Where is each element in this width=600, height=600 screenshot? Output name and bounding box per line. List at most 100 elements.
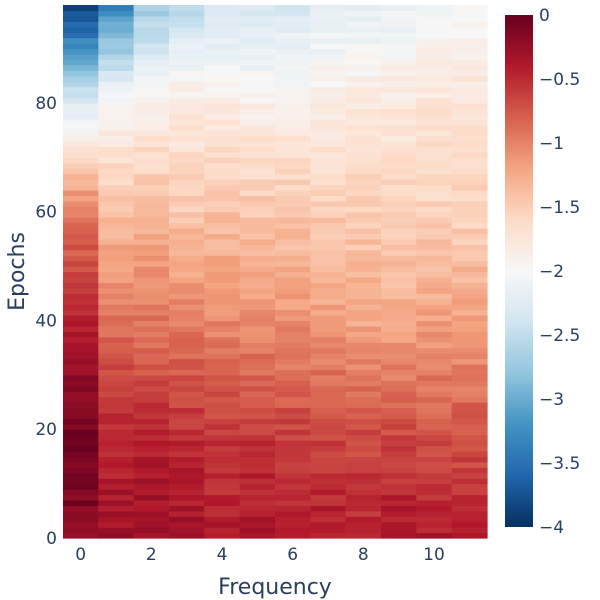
- heatmap-cell: [239, 217, 276, 224]
- heatmap-cell: [345, 206, 382, 213]
- heatmap-cell: [310, 320, 347, 327]
- heatmap-cell: [451, 467, 488, 474]
- heatmap-cell: [381, 521, 417, 528]
- heatmap-cell: [133, 320, 170, 327]
- heatmap-cell: [239, 179, 276, 186]
- heatmap-cell: [275, 456, 311, 463]
- heatmap-cell: [416, 510, 453, 517]
- heatmap-cell: [310, 26, 347, 33]
- heatmap-cell: [310, 347, 347, 354]
- heatmap-cell: [275, 271, 311, 278]
- heatmap-cell: [239, 222, 276, 229]
- heatmap-cell: [133, 130, 170, 137]
- heatmap-cell: [275, 385, 311, 392]
- heatmap-cell: [98, 282, 135, 289]
- heatmap-cell: [169, 48, 205, 55]
- heatmap-cell: [239, 157, 276, 164]
- heatmap-cell: [345, 315, 382, 322]
- heatmap-cell: [381, 287, 417, 294]
- heatmap-cell: [239, 489, 276, 496]
- heatmap-cell: [204, 516, 241, 523]
- heatmap-cell: [416, 162, 453, 169]
- heatmap-cell: [133, 423, 170, 430]
- heatmap-cell: [310, 97, 347, 104]
- heatmap-cell: [98, 211, 135, 218]
- heatmap-cell: [381, 347, 417, 354]
- heatmap-cell: [451, 157, 488, 164]
- heatmap-cell: [345, 43, 382, 50]
- heatmap-cell: [133, 309, 170, 316]
- heatmap-cell: [381, 70, 417, 77]
- heatmap-cell: [169, 516, 205, 523]
- heatmap-cell: [345, 37, 382, 44]
- heatmap-cell: [239, 499, 276, 506]
- heatmap-cell: [451, 119, 488, 126]
- heatmap-cell: [169, 456, 205, 463]
- heatmap-cell: [381, 489, 417, 496]
- heatmap-cell: [345, 391, 382, 398]
- heatmap-cell: [451, 276, 488, 283]
- heatmap-cell: [239, 102, 276, 109]
- heatmap-cell: [275, 418, 311, 425]
- heatmap-cell: [239, 461, 276, 468]
- heatmap-cell: [133, 227, 170, 235]
- heatmap-cell: [416, 21, 453, 28]
- heatmap-cell: [239, 189, 276, 196]
- heatmap-cell: [169, 108, 205, 115]
- heatmap-cell: [169, 527, 205, 534]
- heatmap-cell: [381, 217, 417, 224]
- heatmap-cell: [98, 102, 135, 109]
- heatmap-cell: [416, 217, 453, 224]
- heatmap-cell: [169, 92, 205, 99]
- heatmap-cell: [345, 32, 382, 39]
- heatmap-cell: [451, 380, 488, 387]
- heatmap-cell: [381, 461, 417, 468]
- heatmap-cell: [63, 402, 99, 409]
- heatmap-cell: [310, 64, 347, 71]
- heatmap-cell: [63, 135, 99, 142]
- heatmap-cell: [63, 516, 99, 523]
- heatmap-cell: [239, 440, 276, 447]
- heatmap-cell: [345, 10, 382, 17]
- heatmap-cell: [345, 402, 382, 409]
- heatmap-cell: [239, 418, 276, 425]
- heatmap-cell: [416, 130, 453, 137]
- heatmap-cell: [416, 206, 453, 213]
- heatmap-cell: [133, 516, 170, 523]
- heatmap-cell: [416, 353, 453, 360]
- heatmap-cell: [381, 173, 417, 180]
- heatmap-cell: [98, 440, 135, 447]
- heatmap-cell: [275, 391, 311, 398]
- heatmap-cell: [133, 266, 170, 273]
- heatmap-cell: [133, 353, 170, 360]
- heatmap-cell: [451, 510, 488, 517]
- heatmap-cell: [416, 282, 453, 289]
- heatmap-cell: [345, 287, 382, 294]
- heatmap-cell: [169, 505, 205, 512]
- heatmap-cell: [204, 37, 241, 44]
- heatmap-cell: [98, 402, 135, 409]
- heatmap-cell: [63, 385, 99, 392]
- heatmap-cell: [345, 195, 382, 202]
- heatmap-cell: [345, 407, 382, 414]
- heatmap-cell: [204, 124, 241, 131]
- heatmap-cell: [239, 130, 276, 137]
- heatmap-cell: [98, 429, 135, 436]
- heatmap-cell: [275, 505, 311, 512]
- heatmap-cell: [204, 238, 241, 245]
- heatmap-cell: [98, 325, 135, 332]
- heatmap-cell: [169, 347, 205, 354]
- heatmap-cell: [275, 353, 311, 360]
- heatmap-cell: [204, 489, 241, 496]
- heatmap-cell: [451, 168, 488, 175]
- heatmap-cell: [275, 92, 311, 99]
- heatmap-cell: [98, 206, 135, 213]
- heatmap-cell: [204, 472, 241, 479]
- heatmap-cell: [275, 70, 311, 77]
- heatmap-cell: [416, 331, 453, 338]
- heatmap-cell: [310, 391, 347, 398]
- heatmap-cell: [451, 173, 488, 180]
- heatmap-cell: [451, 244, 488, 251]
- heatmap-cell: [416, 233, 453, 240]
- heatmap-cell: [133, 151, 170, 158]
